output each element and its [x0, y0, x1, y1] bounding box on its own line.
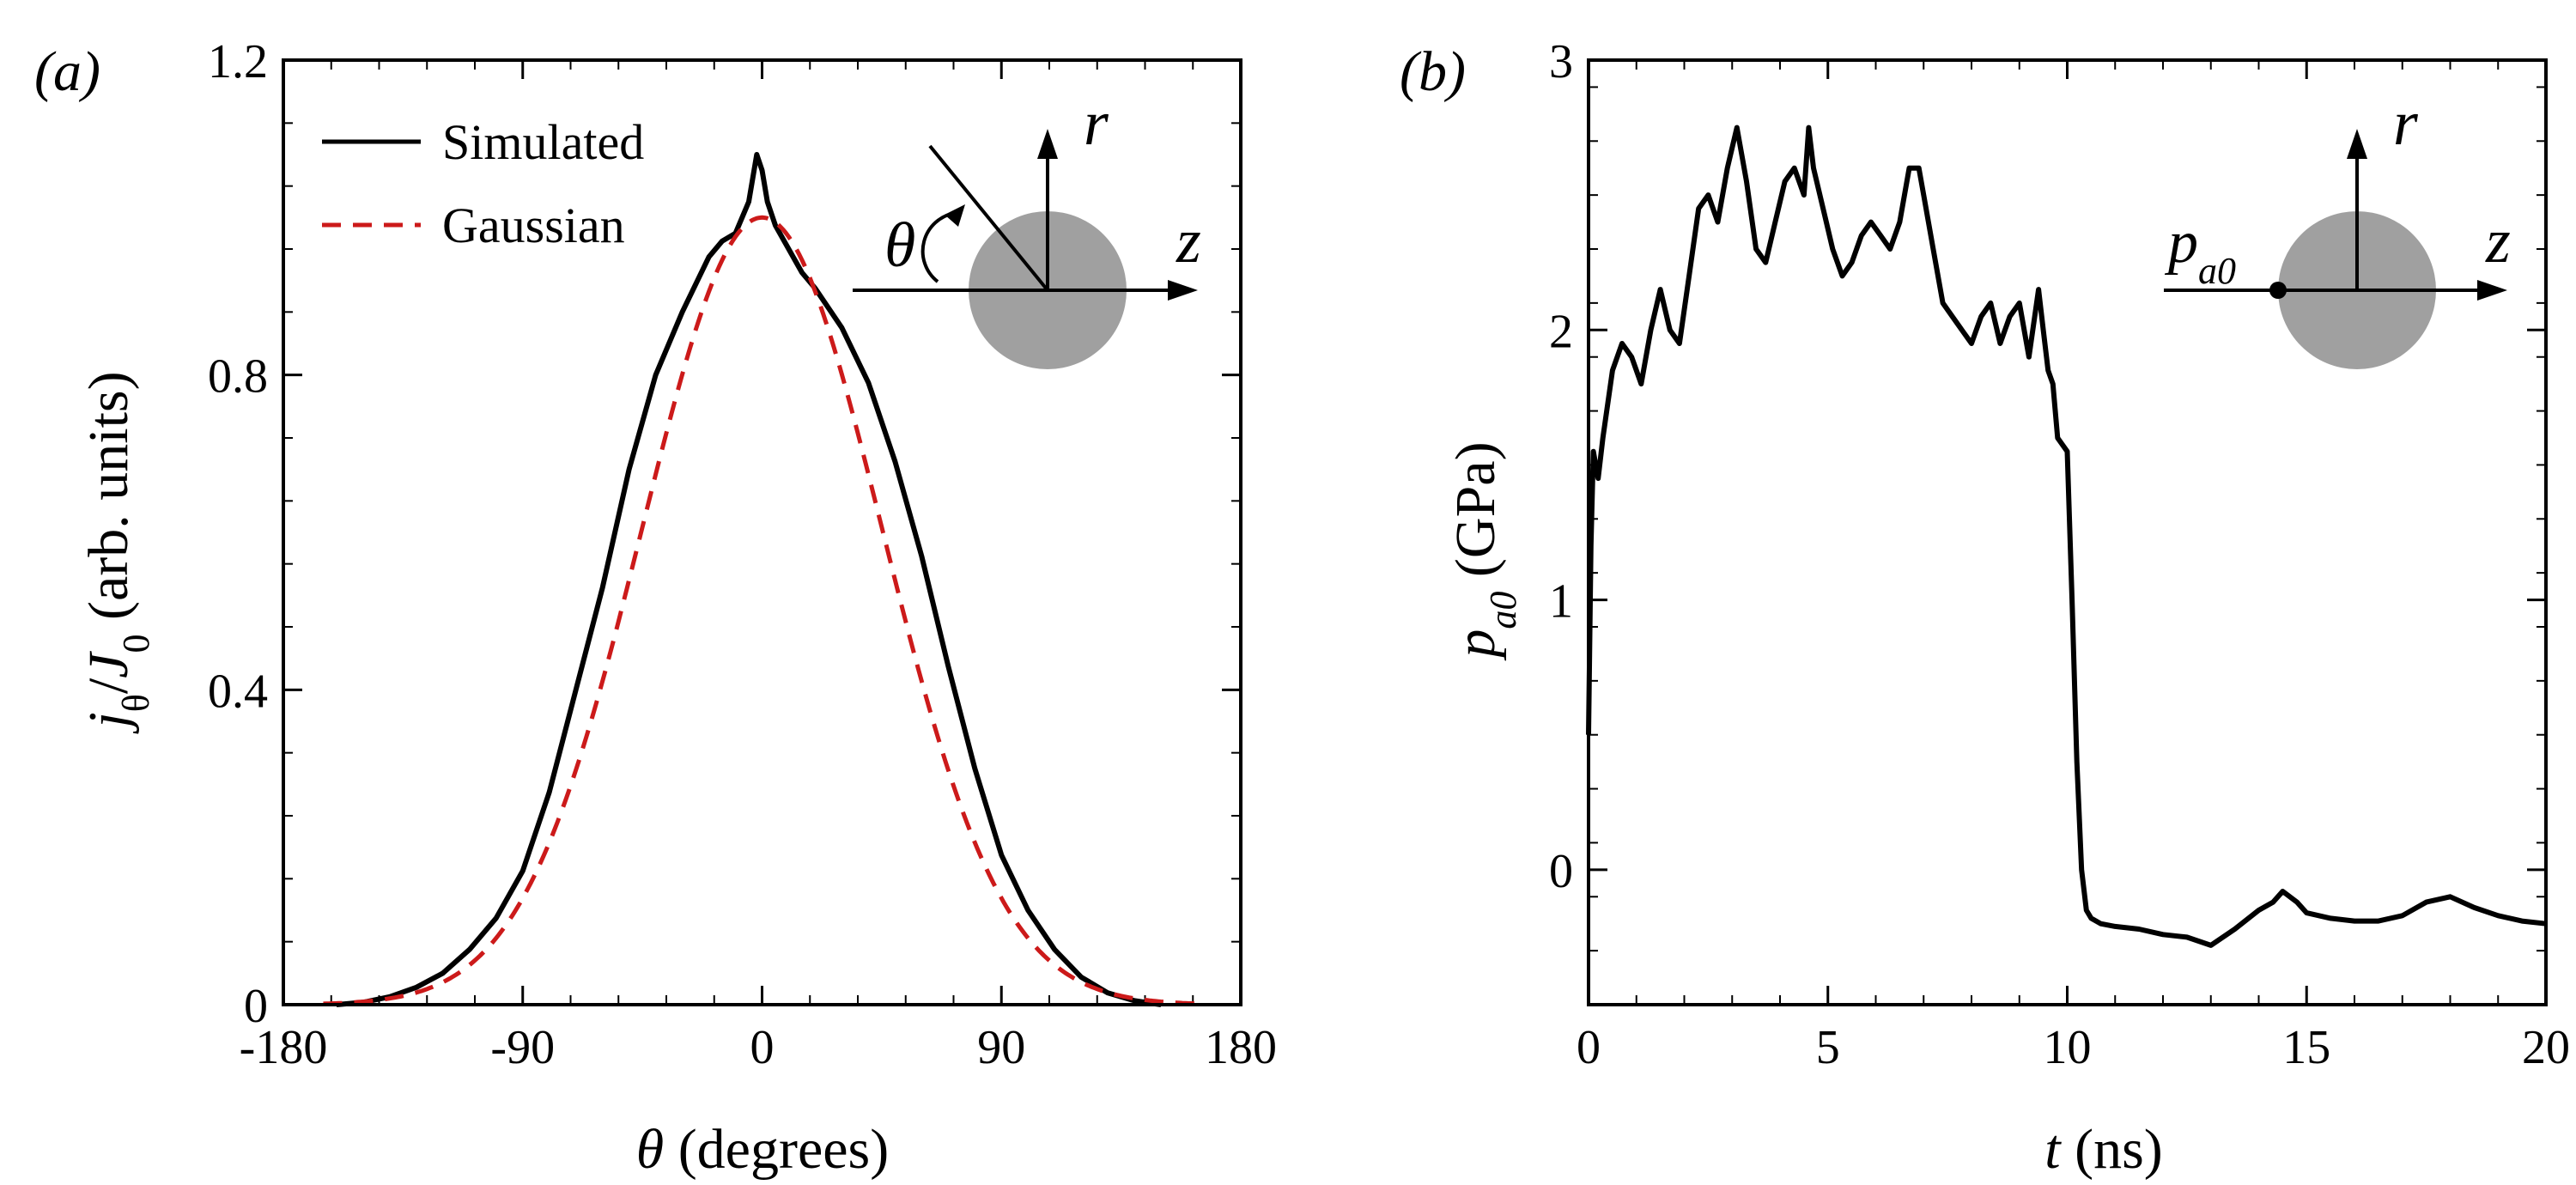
xtick-label-a: -180 [240, 1021, 328, 1074]
inset-b-r-label: r [2393, 88, 2419, 159]
legend-a: Simulated Gaussian [322, 114, 644, 253]
xtick-label-a: 180 [1205, 1021, 1277, 1074]
inset-a: r z θ [853, 88, 1201, 369]
inset-b-z-label: z [2485, 206, 2511, 276]
inset-b: r z pa0 [2164, 88, 2511, 369]
ylabel-b-units: (GPa) [1444, 441, 1507, 591]
inset-a-r-label: r [1084, 88, 1109, 159]
panel-a: (a) jθ/J0 (arb. units) θ (degrees) -180-… [34, 35, 1277, 1181]
inset-a-z-arrowhead [1168, 280, 1198, 301]
legend-simulated-label: Simulated [442, 114, 644, 170]
xtick-label-b: 20 [2522, 1021, 2570, 1074]
ylabel-b-a0-sub: a0 [1482, 592, 1524, 629]
inset-a-theta-arc [920, 211, 957, 283]
xtick-label-b: 10 [2044, 1021, 2092, 1074]
series-a-simulated [336, 152, 1162, 1007]
xtick-label-a: -90 [490, 1021, 555, 1074]
panel-a-ylabel: jθ/J0 (arb. units) [77, 371, 157, 734]
xlabel-a-text: (degrees) [664, 1118, 889, 1181]
panel-a-label: (a) [34, 40, 100, 103]
panel-a-frame [282, 58, 1242, 1006]
ylabel-a-j: j [77, 712, 140, 734]
xtick-label-b: 15 [2282, 1021, 2330, 1074]
xtick-label-b: 5 [1816, 1021, 1840, 1074]
inset-b-probe-point [2269, 282, 2287, 299]
inset-b-probe-p: p [2164, 210, 2198, 276]
ytick-label-a: 0 [244, 980, 268, 1033]
inset-b-probe-sub: a0 [2198, 250, 2236, 292]
ytick-label-a: 0.4 [208, 665, 268, 718]
xtick-label-a: 0 [750, 1021, 775, 1074]
ylabel-a-slash: / [77, 678, 140, 694]
series-a-gaussian [323, 215, 1201, 1006]
inset-b-probe-label: pa0 [2164, 210, 2236, 292]
inset-a-angle-ray [928, 144, 1049, 292]
panel-b-ylabel: pa0 (GPa) [1444, 441, 1524, 660]
panel-b-label: (b) [1400, 40, 1466, 103]
inset-a-arc-arrowhead [945, 204, 965, 227]
ytick-label-b: 3 [1549, 35, 1573, 88]
ylabel-a-units: (arb. units) [77, 371, 140, 634]
inset-b-z-arrowhead [2477, 280, 2507, 301]
xtick-label-b: 0 [1577, 1021, 1601, 1074]
ytick-label-b: 2 [1549, 305, 1573, 358]
ytick-label-a: 1.2 [208, 35, 268, 88]
inset-a-r-arrowhead [1037, 129, 1058, 159]
xlabel-b-t: t [2044, 1118, 2062, 1181]
legend-gaussian-label: Gaussian [442, 198, 625, 253]
series-b-p-a0 [1586, 125, 2547, 948]
ylabel-a-J: J [77, 651, 140, 678]
panel-b-xlabel: t (ns) [2044, 1118, 2163, 1181]
xlabel-a-theta: θ [636, 1118, 664, 1181]
ylabel-a-zero-sub: 0 [115, 635, 157, 653]
xtick-label-a: 90 [977, 1021, 1025, 1074]
ytick-label-b: 1 [1549, 575, 1573, 629]
inset-a-z-label: z [1176, 206, 1201, 276]
inset-a-theta-label: θ [884, 210, 915, 281]
panel-b-frame [1587, 58, 2548, 1006]
ylabel-a-theta-sub: θ [115, 694, 157, 712]
inset-b-r-arrowhead [2347, 129, 2367, 159]
ytick-label-b: 0 [1549, 845, 1573, 898]
ylabel-b-p: p [1444, 629, 1507, 661]
panel-a-xlabel: θ (degrees) [636, 1118, 889, 1181]
ytick-label-a: 0.8 [208, 350, 268, 404]
xlabel-b-text: (ns) [2061, 1118, 2163, 1181]
